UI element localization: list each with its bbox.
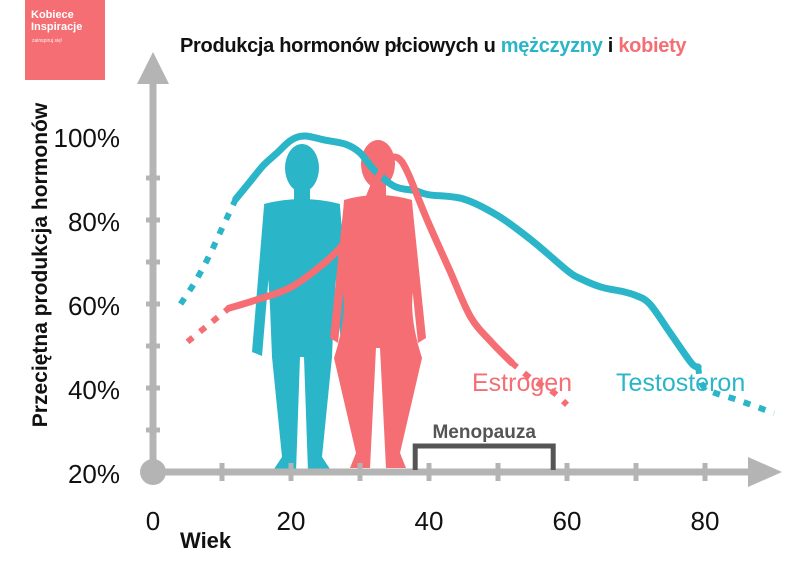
estrogen-label: Estrogen — [472, 369, 572, 397]
testosteron-label: Testosteron — [616, 369, 745, 397]
title-women: kobiety — [618, 35, 687, 57]
x-tick-label: 20 — [277, 506, 306, 536]
brand-tagline: zainspiruj się! — [32, 38, 63, 44]
testosteron-curve — [232, 132, 702, 371]
y-tick-label: 60% — [68, 291, 120, 321]
y-tick-label: 20% — [68, 459, 120, 489]
testosteron-curve-dotted-start — [178, 197, 239, 306]
y-axis-label: Przeciętna produkcja hormonów — [29, 102, 52, 427]
y-tick-label: 80% — [68, 207, 120, 237]
annotation-layer: Menopauza — [412, 422, 556, 470]
y-tick-label: 100% — [54, 123, 121, 153]
axis-origin — [140, 459, 166, 485]
y-axis-arrow — [137, 52, 169, 84]
y-tick-label: 40% — [68, 375, 120, 405]
testosteron-curve-dotted-end — [695, 366, 776, 417]
x-axis-label: Wiek — [180, 528, 232, 553]
brand-name: Kobiece Inspiracje — [31, 9, 83, 33]
brand-logo: Kobiece Inspiracje zainspiruj się! — [25, 0, 105, 80]
estrogen-curve-dotted-start — [185, 305, 231, 345]
estrogen-curve — [225, 153, 516, 367]
x-tick-label: 40 — [415, 506, 444, 536]
x-tick-label: 0 — [146, 506, 160, 536]
title-prefix: Produkcja hormonów płciowych u — [180, 35, 501, 57]
menopause-label: Menopauza — [432, 422, 536, 443]
series-layer — [178, 132, 776, 417]
axes-layer: 20% 40% 60% 80% 100% 0 20 40 60 80 Wiek Przeciętna … — [29, 52, 782, 553]
menopause-bracket — [412, 443, 556, 470]
title-men: mężczyzny — [500, 35, 603, 57]
chart-title: Produkcja hormonów płciowych u mężczyzny… — [180, 35, 687, 58]
title-middle: i — [602, 35, 619, 57]
x-axis-arrow — [748, 457, 782, 487]
x-tick-label: 80 — [691, 506, 720, 536]
label-layer: Testosteron Estrogen — [472, 369, 745, 397]
x-tick-label: 60 — [553, 506, 582, 536]
